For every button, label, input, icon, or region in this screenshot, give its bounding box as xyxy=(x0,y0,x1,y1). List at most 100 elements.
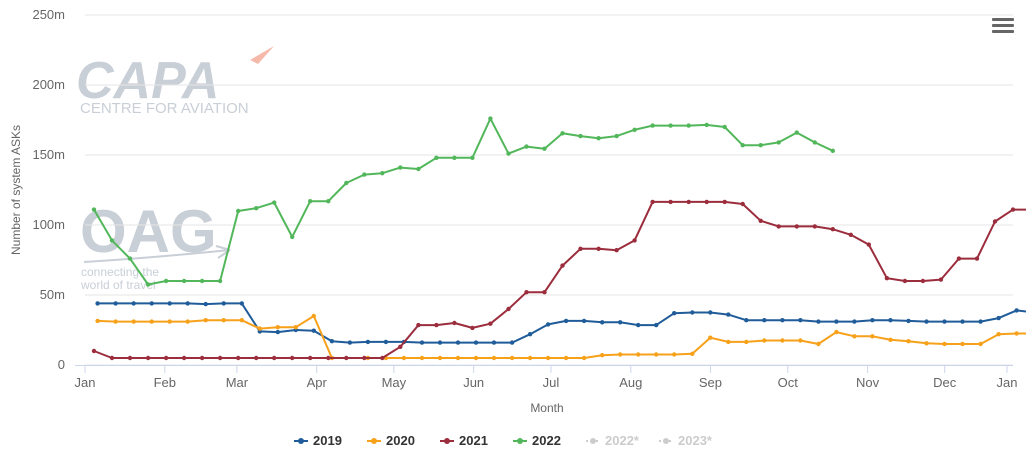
data-point[interactable] xyxy=(524,144,529,149)
data-point[interactable] xyxy=(563,318,569,324)
data-point[interactable] xyxy=(145,282,151,287)
data-point[interactable] xyxy=(654,352,659,357)
data-point[interactable] xyxy=(920,278,926,284)
legend-item-2019[interactable]: 2019 xyxy=(294,433,342,448)
data-point[interactable] xyxy=(740,143,745,148)
data-point[interactable] xyxy=(416,322,421,328)
data-point[interactable] xyxy=(542,146,547,151)
data-point[interactable] xyxy=(416,166,421,172)
data-point[interactable] xyxy=(960,319,965,324)
data-point[interactable] xyxy=(798,338,803,343)
data-point[interactable] xyxy=(744,318,749,323)
data-point[interactable] xyxy=(434,322,439,328)
data-point[interactable] xyxy=(311,313,316,319)
data-point[interactable] xyxy=(704,122,709,128)
data-point[interactable] xyxy=(221,301,226,306)
data-point[interactable] xyxy=(654,322,659,328)
data-point[interactable] xyxy=(437,355,443,361)
data-point[interactable] xyxy=(199,355,205,361)
data-point[interactable] xyxy=(614,248,619,253)
data-point[interactable] xyxy=(239,318,244,323)
data-point[interactable] xyxy=(600,353,605,358)
data-point[interactable] xyxy=(780,338,785,343)
data-point[interactable] xyxy=(275,329,280,335)
data-point[interactable] xyxy=(794,224,799,229)
data-point[interactable] xyxy=(866,242,871,247)
data-point[interactable] xyxy=(127,355,133,361)
data-point[interactable] xyxy=(163,355,169,361)
data-point[interactable] xyxy=(740,201,745,207)
data-point[interactable] xyxy=(938,277,944,282)
data-point[interactable] xyxy=(163,278,169,284)
data-point[interactable] xyxy=(527,355,533,361)
data-point[interactable] xyxy=(149,301,154,306)
data-point[interactable] xyxy=(145,355,151,361)
data-point[interactable] xyxy=(888,337,893,342)
data-point[interactable] xyxy=(578,133,583,139)
data-point[interactable] xyxy=(455,355,461,361)
data-point[interactable] xyxy=(419,355,425,361)
data-point[interactable] xyxy=(812,140,817,145)
data-point[interactable] xyxy=(221,318,226,323)
data-point[interactable] xyxy=(236,208,241,214)
data-point[interactable] xyxy=(452,155,457,160)
data-point[interactable] xyxy=(902,278,908,284)
data-point[interactable] xyxy=(708,310,713,315)
data-point[interactable] xyxy=(254,206,259,211)
data-point[interactable] xyxy=(167,301,172,306)
data-point[interactable] xyxy=(1010,207,1016,212)
data-point[interactable] xyxy=(776,224,781,229)
data-point[interactable] xyxy=(581,355,587,361)
data-point[interactable] xyxy=(488,116,493,121)
data-point[interactable] xyxy=(95,301,100,306)
data-point[interactable] xyxy=(293,325,298,330)
data-point[interactable] xyxy=(578,246,583,251)
data-point[interactable] xyxy=(816,341,821,347)
data-point[interactable] xyxy=(906,339,911,344)
legend-item-2021[interactable]: 2021 xyxy=(440,433,488,448)
data-point[interactable] xyxy=(812,224,817,229)
data-point[interactable] xyxy=(830,148,835,153)
data-point[interactable] xyxy=(167,319,172,324)
data-point[interactable] xyxy=(308,355,313,361)
data-point[interactable] xyxy=(884,276,890,281)
data-point[interactable] xyxy=(236,355,241,361)
data-point[interactable] xyxy=(419,340,425,345)
data-point[interactable] xyxy=(91,207,97,212)
data-point[interactable] xyxy=(239,301,244,306)
data-point[interactable] xyxy=(329,339,335,344)
series-line-2020[interactable] xyxy=(97,315,1026,359)
series-line-2022[interactable] xyxy=(93,117,834,286)
data-point[interactable] xyxy=(794,130,799,135)
data-point[interactable] xyxy=(380,355,385,361)
data-point[interactable] xyxy=(181,278,187,284)
data-point[interactable] xyxy=(509,340,515,345)
data-point[interactable] xyxy=(618,320,623,325)
data-point[interactable] xyxy=(636,352,641,357)
data-point[interactable] xyxy=(380,171,385,176)
hamburger-menu-icon[interactable] xyxy=(992,18,1014,36)
data-point[interactable] xyxy=(326,355,331,361)
data-point[interactable] xyxy=(203,301,208,307)
data-point[interactable] xyxy=(311,328,316,333)
legend-item-2022[interactable]: 2022 xyxy=(513,433,561,448)
data-point[interactable] xyxy=(650,123,655,128)
data-point[interactable] xyxy=(686,199,691,205)
data-point[interactable] xyxy=(127,256,133,261)
data-point[interactable] xyxy=(109,238,115,243)
data-point[interactable] xyxy=(690,351,695,356)
data-point[interactable] xyxy=(636,322,641,328)
data-point[interactable] xyxy=(758,143,763,148)
data-point[interactable] xyxy=(254,355,259,361)
data-point[interactable] xyxy=(326,199,331,204)
data-point[interactable] xyxy=(545,322,551,327)
data-point[interactable] xyxy=(798,318,803,323)
series-2022[interactable] xyxy=(91,116,835,287)
data-point[interactable] xyxy=(290,234,295,240)
data-point[interactable] xyxy=(470,325,475,331)
data-point[interactable] xyxy=(91,348,97,354)
data-point[interactable] xyxy=(888,318,893,323)
data-point[interactable] xyxy=(762,338,767,343)
data-point[interactable] xyxy=(455,340,461,345)
data-point[interactable] xyxy=(217,278,223,284)
